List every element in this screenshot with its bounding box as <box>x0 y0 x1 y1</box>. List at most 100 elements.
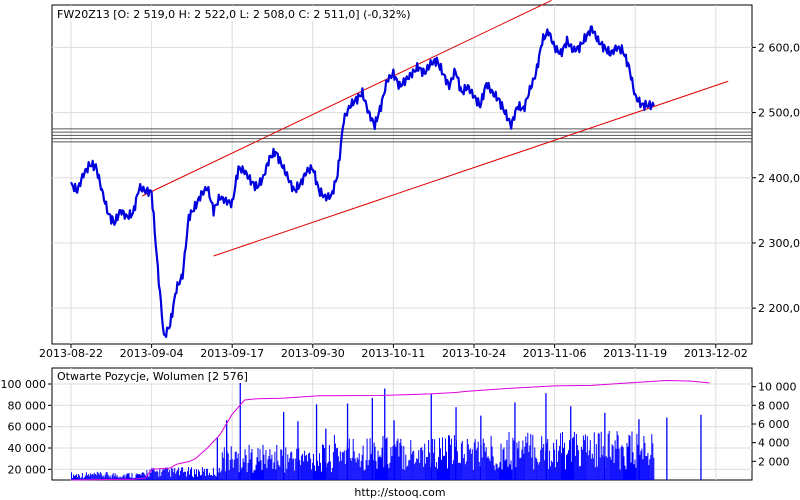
volume-bar <box>360 461 362 480</box>
volume-bar <box>617 435 619 480</box>
volume-bar <box>540 449 542 480</box>
volume-bar <box>413 450 415 480</box>
volume-bar <box>546 442 548 480</box>
volume-bar <box>633 464 635 480</box>
volume-bar <box>280 449 282 480</box>
volume-bar <box>642 459 644 480</box>
volume-bar <box>166 468 168 480</box>
volume-bar <box>269 449 271 480</box>
volume-bar <box>157 471 159 480</box>
volume-chart-title: Otwarte Pozycje, Wolumen [2 576] <box>57 370 248 383</box>
volume-bar <box>146 470 148 480</box>
volume-bar <box>129 477 131 480</box>
volume-bar <box>612 445 614 480</box>
volume-bar <box>334 443 336 480</box>
source-link[interactable]: http://stooq.com <box>354 486 445 499</box>
volume-bar <box>373 442 375 480</box>
volume-bar <box>121 477 123 480</box>
open-interest-tick-label: 40 000 <box>8 442 47 455</box>
volume-bar <box>379 455 381 480</box>
volume-bar <box>371 397 373 480</box>
volume-bar <box>509 464 511 480</box>
volume-bar <box>511 469 513 480</box>
volume-bar <box>326 463 328 480</box>
volume-bar <box>478 462 480 480</box>
volume-bar <box>244 449 246 480</box>
volume-bar <box>380 457 382 480</box>
volume-bar <box>255 464 257 480</box>
volume-bar <box>640 450 642 480</box>
volume-panel: 20 000 40 000 60 000 80 000 100 000 2 000 4 0… <box>1 367 797 481</box>
volume-bar <box>406 466 408 480</box>
volume-bar <box>596 466 598 480</box>
volume-bar <box>229 459 231 480</box>
volume-bar <box>631 431 633 480</box>
volume-bar <box>312 462 314 480</box>
volume-bar <box>439 438 440 480</box>
volume-bar <box>607 433 609 480</box>
volume-bar <box>342 452 344 480</box>
volume-bar <box>455 407 457 480</box>
volume-bar <box>491 446 493 480</box>
volume-bar <box>101 476 103 480</box>
volume-bar <box>127 473 129 480</box>
volume-bar <box>250 452 252 480</box>
volume-bar <box>273 462 275 480</box>
volume-bar <box>396 440 398 480</box>
volume-bar <box>400 438 402 480</box>
volume-bar <box>77 474 79 480</box>
volume-bar <box>87 474 89 480</box>
volume-bar <box>621 445 623 480</box>
volume-bar <box>90 474 92 480</box>
volume-bar <box>179 475 181 480</box>
volume-bar <box>523 453 525 480</box>
volume-bar <box>298 448 300 480</box>
volume-bar <box>508 432 510 480</box>
volume-bar <box>253 470 255 480</box>
volume-bar <box>403 446 405 480</box>
volume-bar <box>449 435 450 480</box>
volume-bar <box>202 471 204 480</box>
volume-bar <box>599 457 601 480</box>
volume-bar <box>259 449 261 480</box>
volume-bar <box>238 472 240 480</box>
volume-bar <box>537 461 539 480</box>
volume-bar <box>432 439 434 480</box>
volume-bar <box>164 469 166 480</box>
volume-bar <box>284 472 286 480</box>
volume-bar <box>553 442 555 480</box>
volume-bar <box>480 415 482 480</box>
volume-bar <box>450 438 452 480</box>
volume-bar <box>618 448 620 480</box>
volume-bar <box>236 458 238 480</box>
volume-bar <box>549 450 551 480</box>
volume-bar <box>492 456 494 480</box>
volume-bar <box>467 444 469 480</box>
volume-bar <box>611 444 613 480</box>
volume-bar <box>172 468 174 480</box>
volume-bar <box>278 465 280 480</box>
volume-bar <box>493 465 495 480</box>
price-panel: 2 200,0 2 300,0 2 400,0 2 500,0 2 600,0 2013… <box>39 0 800 360</box>
price-line <box>70 25 655 338</box>
volume-bar <box>649 459 651 480</box>
volume-bar <box>89 473 91 480</box>
volume-bar <box>305 455 307 480</box>
volume-bar <box>565 469 566 480</box>
price-title-background <box>55 7 371 21</box>
open-interest-tick-label: 20 000 <box>8 463 47 476</box>
volume-bar <box>350 460 352 480</box>
volume-bar <box>105 472 107 480</box>
volume-bar <box>405 454 407 480</box>
volume-bar <box>483 443 485 480</box>
volume-bar <box>168 472 170 480</box>
volume-bar <box>560 433 562 480</box>
volume-bar <box>626 443 628 480</box>
volume-bar <box>308 453 310 480</box>
volume-bar <box>385 438 387 480</box>
volume-bar <box>592 458 594 480</box>
volume-bar <box>637 444 639 480</box>
volume-bar <box>427 456 429 480</box>
volume-bar <box>646 456 648 480</box>
open-interest-tick-label: 80 000 <box>8 399 47 412</box>
